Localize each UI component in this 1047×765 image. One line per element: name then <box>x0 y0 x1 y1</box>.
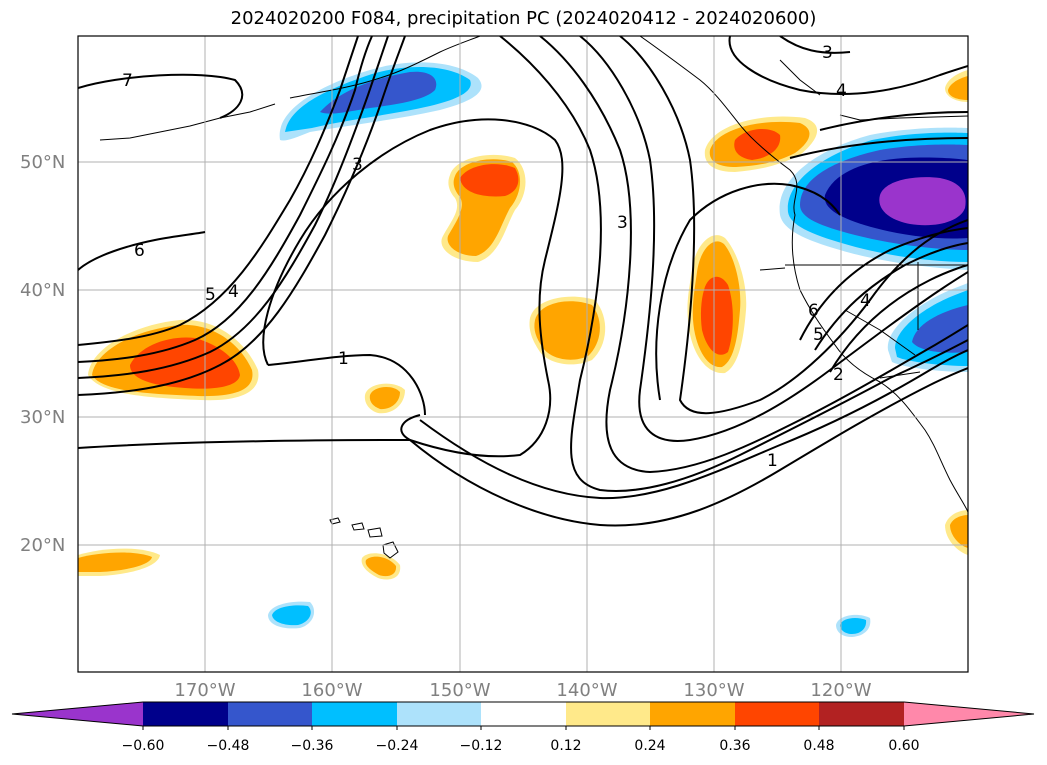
lon-label: 120°W <box>810 680 871 701</box>
colorbar-tick-label: 0.60 <box>888 738 919 754</box>
map-title: 2024020200 F084, precipitation PC (20240… <box>230 8 817 29</box>
lat-label: 20°N <box>20 535 65 556</box>
colorbar-segment <box>819 702 904 726</box>
contour-label: 4 <box>860 291 871 311</box>
contour-label: 5 <box>205 285 216 305</box>
colorbar-tick-label: −0.24 <box>376 738 419 754</box>
gridlines <box>78 36 968 672</box>
anomaly-central-positive <box>441 154 526 262</box>
anomaly-positive-patch-bc <box>704 116 818 172</box>
longitude-labels: 170°W 160°W 150°W 140°W 130°W 120°W <box>174 680 871 701</box>
colorbar-tick-label: 0.36 <box>719 738 750 754</box>
colorbar-arrow-high <box>904 702 1034 726</box>
colorbar-tick-label: −0.12 <box>460 738 503 754</box>
contour-label: 4 <box>228 282 239 302</box>
anomaly-positive-patch-140w <box>529 296 606 365</box>
colorbar-segment <box>228 702 312 726</box>
colorbar-tick-label: 0.12 <box>550 738 581 754</box>
colorbar-tick-label: 0.48 <box>803 738 834 754</box>
colorbar: −0.60 −0.48 −0.36 −0.24 −0.12 0.12 0.24 … <box>11 701 1035 754</box>
lat-label: 30°N <box>20 407 65 428</box>
lon-label: 170°W <box>174 680 235 701</box>
lat-label: 40°N <box>20 280 65 301</box>
lon-label: 140°W <box>556 680 617 701</box>
plot-frame <box>77 35 969 673</box>
latitude-labels: 50°N 40°N 30°N 20°N <box>20 152 65 556</box>
colorbar-segment <box>143 702 228 726</box>
lon-label: 130°W <box>683 680 744 701</box>
anomaly-west-positive <box>88 319 259 401</box>
colorbar-tick-label: −0.48 <box>207 738 250 754</box>
lon-label: 150°W <box>429 680 490 701</box>
lon-label: 160°W <box>301 680 362 701</box>
colorbar-tick-label: −0.36 <box>291 738 334 754</box>
colorbar-segment <box>566 702 650 726</box>
contour-label: 2 <box>833 365 844 385</box>
anomaly-pacific-northwest-negative <box>779 127 968 270</box>
contour-label: 3 <box>617 213 628 233</box>
contour-label: 3 <box>822 43 833 63</box>
plot-area: 7 3 4 3 6 5 4 1 3 6 4 5 2 1 <box>78 36 968 672</box>
anomaly-positive-patch-130w <box>687 235 747 374</box>
contour-lines <box>78 36 968 527</box>
colorbar-tick-label: 0.24 <box>634 738 665 754</box>
lat-label: 50°N <box>20 152 65 173</box>
contour-label: 7 <box>122 71 133 91</box>
contour-label: 4 <box>836 81 847 101</box>
contour-label: 6 <box>808 301 819 321</box>
colorbar-arrow-low <box>12 702 143 726</box>
hawaii-islands <box>329 517 399 559</box>
contour-label: 3 <box>352 155 363 175</box>
colorbar-segment <box>312 702 397 726</box>
colorbar-segment <box>397 702 481 726</box>
contour-label: 5 <box>813 325 824 345</box>
contour-labels: 7 3 4 3 6 5 4 1 3 6 4 5 2 1 <box>122 43 871 471</box>
contour-label: 1 <box>338 349 349 369</box>
contour-label: 1 <box>767 451 778 471</box>
colorbar-segment <box>481 702 566 726</box>
colorbar-segment <box>650 702 735 726</box>
colorbar-segment <box>735 702 819 726</box>
colorbar-tick-label: −0.60 <box>122 738 165 754</box>
contour-label: 6 <box>134 241 145 261</box>
